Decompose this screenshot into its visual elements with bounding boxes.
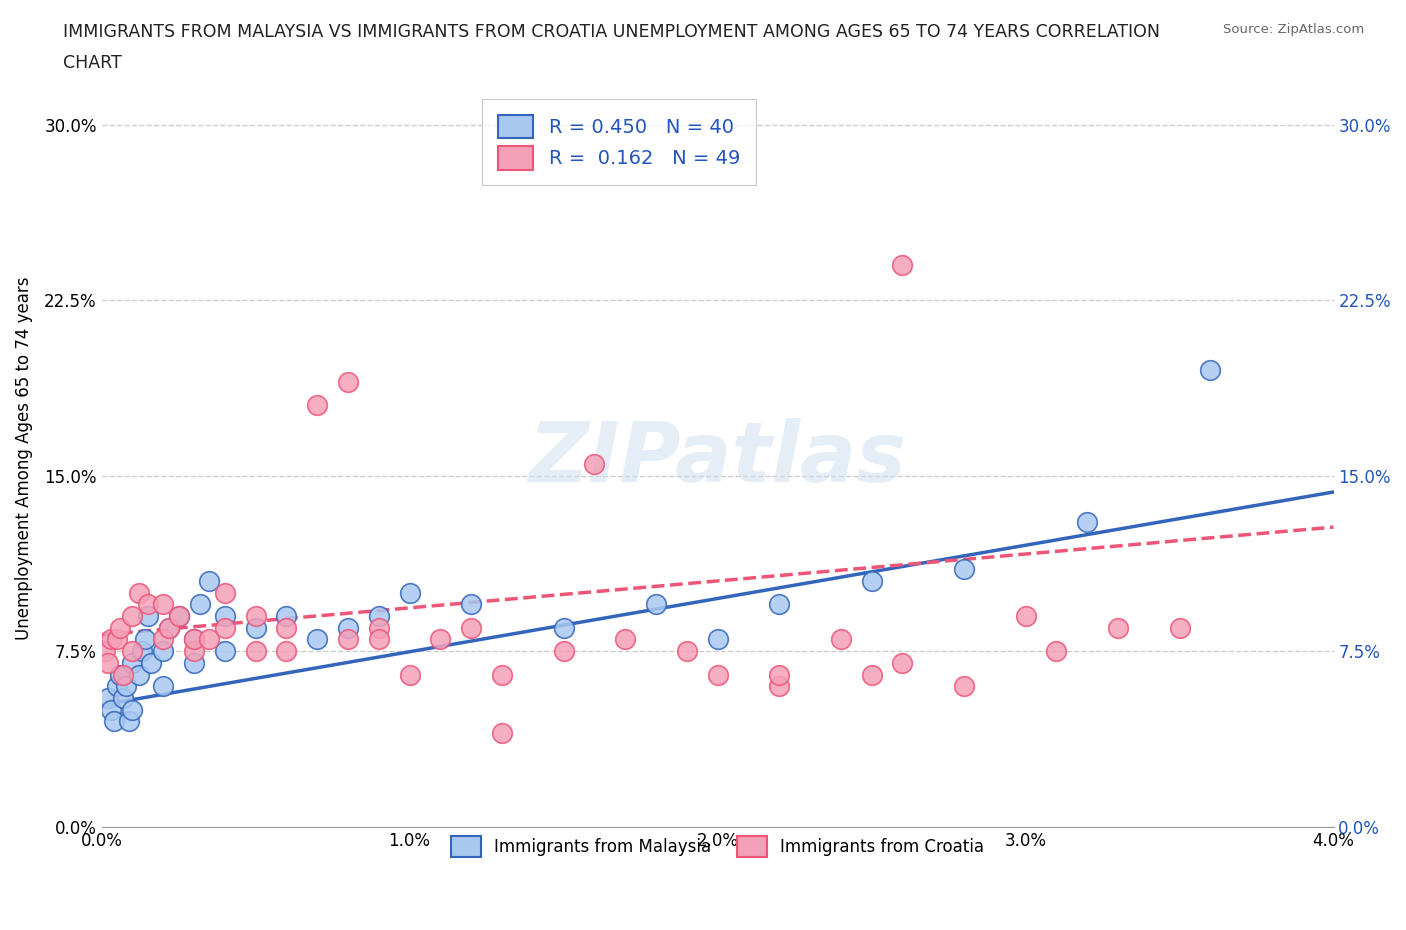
Point: [307, 398, 329, 413]
Point: [1168, 620, 1191, 635]
Point: [583, 457, 606, 472]
Point: [675, 644, 697, 658]
Point: [152, 632, 174, 647]
Point: [139, 656, 162, 671]
Text: Source: ZipAtlas.com: Source: ZipAtlas.com: [1223, 23, 1364, 36]
Point: [152, 597, 174, 612]
Point: [460, 620, 482, 635]
Point: [1014, 608, 1036, 623]
Point: [183, 644, 205, 658]
Point: [157, 620, 180, 635]
Text: IMMIGRANTS FROM MALAYSIA VS IMMIGRANTS FROM CROATIA UNEMPLOYMENT AMONG AGES 65 T: IMMIGRANTS FROM MALAYSIA VS IMMIGRANTS F…: [63, 23, 1160, 41]
Point: [93, 644, 115, 658]
Point: [157, 620, 180, 635]
Point: [152, 644, 174, 658]
Legend: Immigrants from Malaysia, Immigrants from Croatia: Immigrants from Malaysia, Immigrants fro…: [437, 823, 997, 870]
Point: [183, 656, 205, 671]
Point: [336, 375, 359, 390]
Y-axis label: Unemployment Among Ages 65 to 74 years: Unemployment Among Ages 65 to 74 years: [15, 276, 32, 640]
Point: [121, 656, 143, 671]
Point: [276, 644, 298, 658]
Point: [128, 585, 150, 600]
Point: [553, 644, 575, 658]
Point: [128, 667, 150, 682]
Point: [336, 632, 359, 647]
Point: [121, 644, 143, 658]
Point: [276, 608, 298, 623]
Point: [183, 632, 205, 647]
Point: [97, 656, 120, 671]
Point: [198, 574, 221, 589]
Point: [245, 620, 267, 635]
Point: [105, 632, 128, 647]
Point: [307, 632, 329, 647]
Point: [860, 667, 883, 682]
Point: [100, 632, 122, 647]
Point: [121, 702, 143, 717]
Point: [100, 702, 122, 717]
Point: [97, 691, 120, 706]
Point: [491, 667, 513, 682]
Point: [167, 608, 190, 623]
Point: [108, 667, 131, 682]
Point: [136, 597, 159, 612]
Point: [768, 679, 790, 694]
Point: [188, 597, 211, 612]
Point: [706, 632, 728, 647]
Point: [891, 656, 914, 671]
Point: [152, 679, 174, 694]
Point: [1199, 363, 1222, 378]
Point: [614, 632, 637, 647]
Point: [105, 679, 128, 694]
Point: [1076, 515, 1098, 530]
Point: [131, 644, 153, 658]
Point: [108, 620, 131, 635]
Point: [953, 562, 976, 577]
Point: [953, 679, 976, 694]
Point: [214, 644, 236, 658]
Point: [830, 632, 852, 647]
Point: [214, 585, 236, 600]
Point: [706, 667, 728, 682]
Point: [112, 667, 135, 682]
Point: [245, 608, 267, 623]
Point: [276, 620, 298, 635]
Point: [860, 574, 883, 589]
Point: [336, 620, 359, 635]
Point: [367, 620, 389, 635]
Text: CHART: CHART: [63, 54, 122, 72]
Point: [891, 258, 914, 272]
Point: [367, 608, 389, 623]
Point: [214, 620, 236, 635]
Point: [768, 667, 790, 682]
Point: [198, 632, 221, 647]
Point: [115, 679, 138, 694]
Point: [491, 725, 513, 740]
Point: [460, 597, 482, 612]
Point: [398, 667, 420, 682]
Point: [103, 714, 125, 729]
Point: [645, 597, 668, 612]
Point: [134, 632, 156, 647]
Point: [136, 608, 159, 623]
Point: [1045, 644, 1067, 658]
Point: [167, 608, 190, 623]
Point: [768, 597, 790, 612]
Point: [112, 691, 135, 706]
Point: [367, 632, 389, 647]
Point: [553, 620, 575, 635]
Point: [121, 608, 143, 623]
Point: [214, 608, 236, 623]
Point: [1107, 620, 1129, 635]
Point: [398, 585, 420, 600]
Point: [245, 644, 267, 658]
Point: [183, 632, 205, 647]
Point: [118, 714, 141, 729]
Point: [429, 632, 451, 647]
Text: ZIPatlas: ZIPatlas: [529, 418, 907, 498]
